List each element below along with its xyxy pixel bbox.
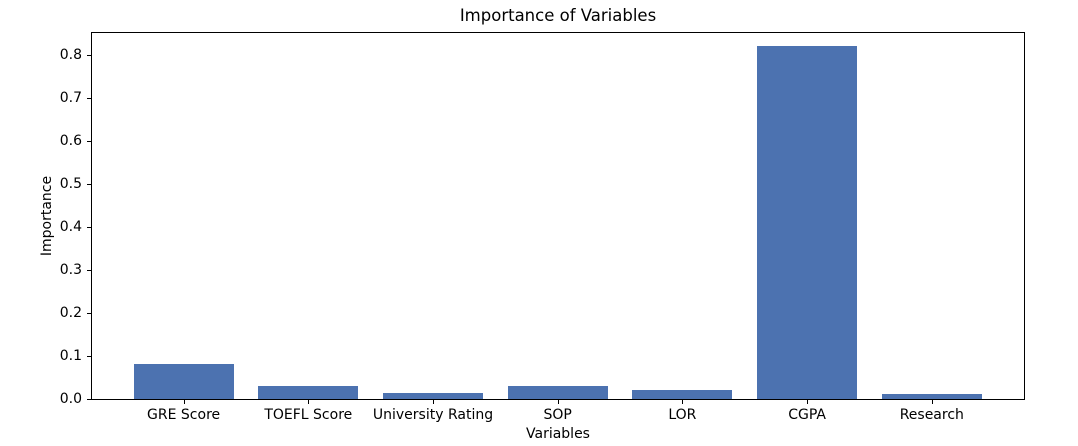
bar-cgpa [757,46,858,399]
bar-sop [507,386,608,399]
y-tick-mark [87,226,91,228]
y-axis-label: Importance [39,175,55,257]
y-tick-mark [87,140,91,142]
y-tick-mark [87,183,91,185]
x-tick-label-toefl-score: TOEFL Score [264,407,353,423]
x-tick-mark [433,400,434,404]
y-tick-mark [87,54,91,56]
y-tick-label: 0.8 [59,46,82,63]
x-tick-mark [931,400,933,404]
bar-gre-score [133,364,234,399]
y-tick-label: 0.2 [59,304,82,321]
y-tick-mark [87,269,91,271]
y-tick-label: 0.5 [59,175,82,192]
x-tick-mark [807,400,809,404]
y-tick-label: 0.6 [59,132,82,149]
y-tick-label: 0.7 [59,89,82,106]
y-tick-mark [87,97,91,99]
y-tick-label: 0.3 [59,261,82,278]
y-tick-mark [87,312,91,314]
x-axis-label: Variables [526,426,590,442]
bar-lor [632,390,733,399]
x-tick-label-gre-score: GRE Score [147,407,221,423]
x-tick-mark [557,400,559,404]
x-tick-label-research: Research [899,407,964,423]
x-tick-label-sop: SOP [543,407,572,423]
x-tick-label-cgpa: CGPA [788,407,826,423]
y-tick-label: 0.4 [59,218,82,235]
y-tick-mark [87,399,91,400]
x-tick-label-lor: LOR [668,407,697,423]
plot-area: 0.0 0.1 0.2 0.3 0.4 0.5 0.6 0.7 0.8 GRE Score TOEF… [60,32,1025,423]
bar-research [881,393,982,399]
x-tick-label-university-rating: University Rating [372,407,494,423]
bar-university-rating [383,392,483,399]
x-tick-mark [183,400,185,404]
y-tick-mark [87,355,91,357]
x-tick-mark [682,400,684,404]
bar-toefl-score [258,386,359,399]
chart-title: Importance of Variables [459,6,657,25]
y-tick-label: 0.1 [59,347,82,364]
y-tick-label: 0.0 [59,391,82,407]
x-tick-mark [308,400,310,404]
